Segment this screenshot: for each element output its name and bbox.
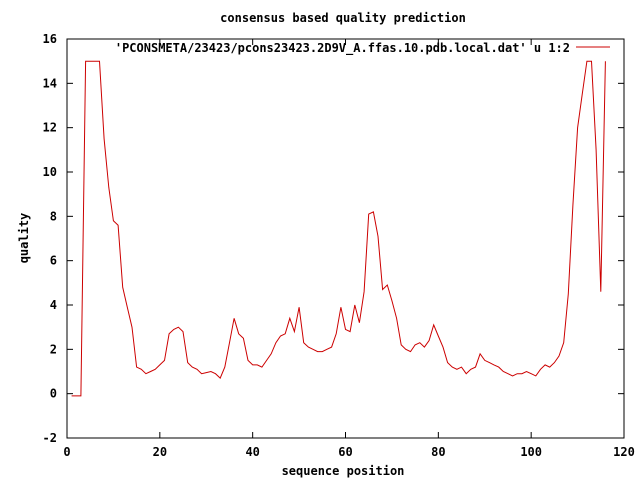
y-axis-label: quality [17,213,31,264]
y-tick-label: -2 [43,431,57,445]
legend-label: 'PCONSMETA/23423/pcons23423.2D9V_A.ffas.… [115,41,570,56]
y-tick-label: 14 [43,76,57,90]
x-axis-ticks: 0 20 40 60 80 100 120 [63,39,635,459]
y-axis-ticks: -2 0 2 4 6 8 10 12 14 16 [43,32,624,445]
y-tick-label: 10 [43,165,57,179]
x-tick-label: 100 [520,445,542,459]
x-tick-label: 0 [63,445,70,459]
chart-title: consensus based quality prediction [220,11,466,25]
x-tick-label: 80 [431,445,445,459]
x-tick-label: 20 [153,445,167,459]
y-tick-label: 16 [43,32,57,46]
x-axis-label: sequence position [282,464,405,478]
y-tick-label: 8 [50,209,57,223]
plot-area-frame [66,38,625,439]
y-tick-label: 12 [43,121,57,135]
series-layer [71,60,606,397]
series-line [71,60,606,397]
y-tick-label: 0 [50,387,57,401]
y-tick-label: 4 [50,298,57,312]
x-tick-label: 120 [613,445,635,459]
x-tick-label: 60 [338,445,352,459]
x-tick-label: 40 [245,445,259,459]
y-tick-label: 2 [50,342,57,356]
y-tick-label: 6 [50,254,57,268]
